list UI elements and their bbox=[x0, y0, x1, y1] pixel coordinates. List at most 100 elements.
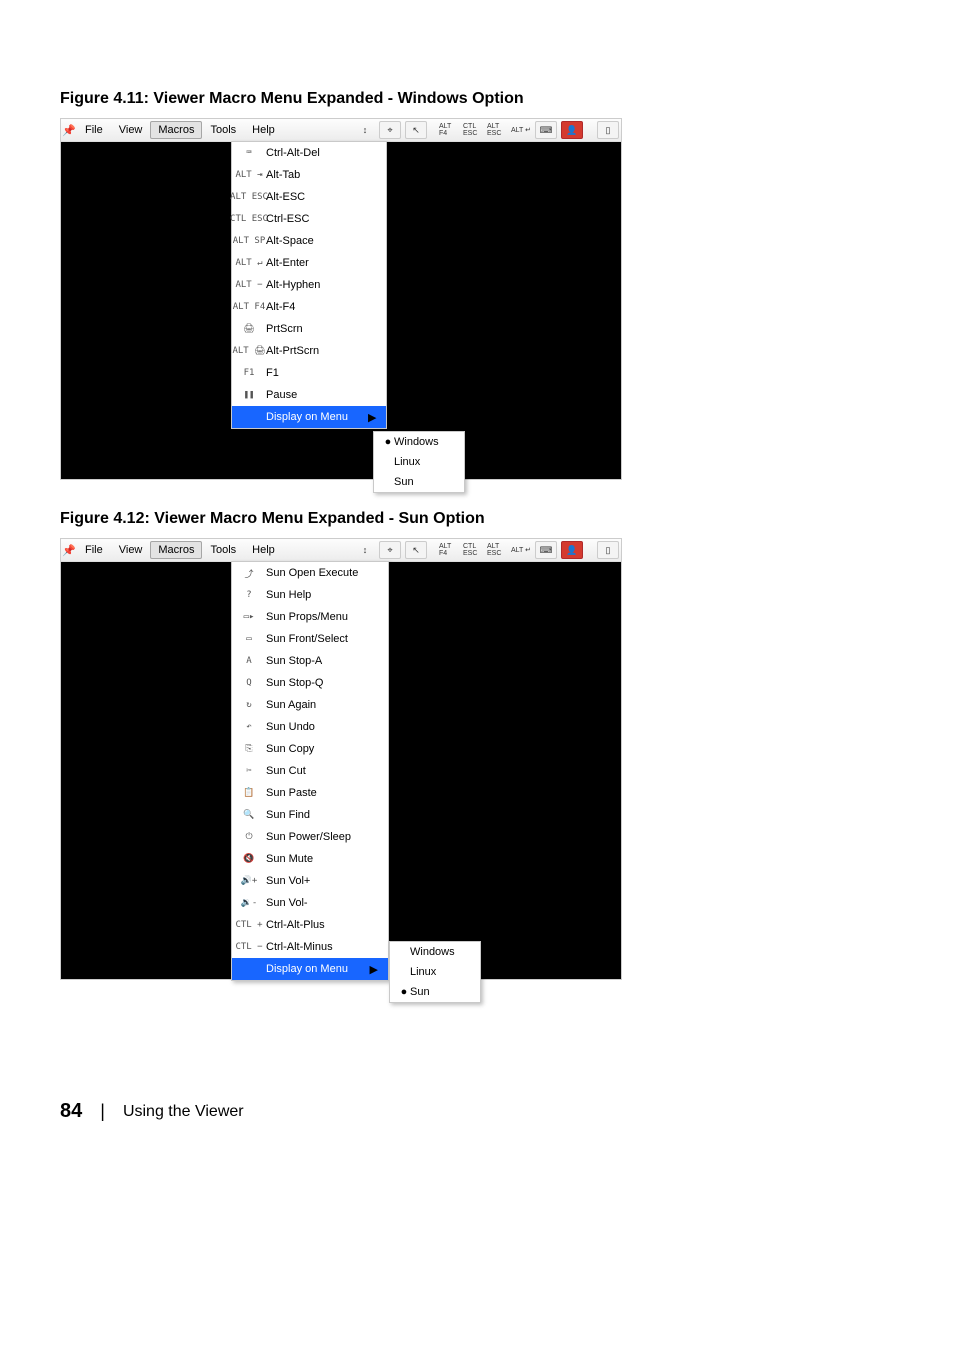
macro-item[interactable]: ↻Sun Again bbox=[232, 694, 388, 716]
submenu-item-windows[interactable]: ●Windows bbox=[374, 432, 464, 452]
toolbar-icon[interactable]: ⌖ bbox=[379, 121, 401, 139]
toolbar-icon[interactable]: ⌨ bbox=[535, 541, 557, 559]
macro-item[interactable]: CTL −Ctrl-Alt-Minus bbox=[232, 936, 388, 958]
submenu-item-linux[interactable]: Linux bbox=[374, 452, 464, 472]
toolbar-icon[interactable]: ALT F4 bbox=[439, 542, 459, 558]
macro-item[interactable]: ASun Stop-A bbox=[232, 650, 388, 672]
macro-item[interactable]: 🔇Sun Mute bbox=[232, 848, 388, 870]
viewer-window: 📌 File View Macros Tools Help ↕ ⌖ ↖ ALT … bbox=[60, 118, 622, 480]
macro-label: Sun Props/Menu bbox=[266, 611, 348, 623]
menu-tools[interactable]: Tools bbox=[202, 541, 244, 559]
macro-item[interactable]: CTL ESCCtrl-ESC bbox=[232, 208, 386, 230]
toolbar-icon[interactable]: ALT ESC bbox=[487, 122, 507, 138]
toolbar-icon[interactable]: ↖ bbox=[405, 541, 427, 559]
macro-item[interactable]: ⎘Sun Copy bbox=[232, 738, 388, 760]
macro-item[interactable]: ✂Sun Cut bbox=[232, 760, 388, 782]
page-footer: 84 | Using the Viewer bbox=[60, 1100, 894, 1123]
menu-macros[interactable]: Macros bbox=[150, 541, 202, 559]
submenu-item-sun[interactable]: ●Sun bbox=[390, 982, 480, 1002]
radio-selected-icon: ● bbox=[382, 436, 394, 448]
macro-item[interactable]: ALT F4Alt-F4 bbox=[232, 296, 386, 318]
toolbar-icon[interactable]: 👤 bbox=[561, 541, 583, 559]
pin-icon[interactable]: 📌 bbox=[61, 124, 77, 137]
macro-icon: 🖨 bbox=[238, 322, 260, 336]
menu-file[interactable]: File bbox=[77, 541, 111, 559]
toolbar-icon[interactable]: ↖ bbox=[405, 121, 427, 139]
blank-icon bbox=[238, 962, 260, 976]
macro-item[interactable]: ALT SPAlt-Space bbox=[232, 230, 386, 252]
macro-item[interactable]: ? Sun Help bbox=[232, 584, 388, 606]
macro-label: Alt-Tab bbox=[266, 169, 300, 181]
toolbar-icon[interactable]: CTL ESC bbox=[463, 122, 483, 138]
section-title: Using the Viewer bbox=[123, 1103, 244, 1121]
menu-file[interactable]: File bbox=[77, 121, 111, 139]
macro-item[interactable]: ALT −Alt-Hyphen bbox=[232, 274, 386, 296]
menu-view[interactable]: View bbox=[111, 541, 151, 559]
macro-item[interactable]: ⤴Sun Open Execute bbox=[232, 562, 388, 584]
toolbar-icon[interactable]: ALT F4 bbox=[439, 122, 459, 138]
macro-item[interactable]: ▭▸Sun Props/Menu bbox=[232, 606, 388, 628]
macro-item[interactable]: ❚❚Pause bbox=[232, 384, 386, 406]
macro-item[interactable]: 🖨PrtScrn bbox=[232, 318, 386, 340]
macro-label: Sun Mute bbox=[266, 853, 313, 865]
macro-item[interactable]: 🔊+Sun Vol+ bbox=[232, 870, 388, 892]
toolbar-icon[interactable]: ⌨ bbox=[535, 121, 557, 139]
macros-dropdown: ⌨Ctrl-Alt-Del ALT ⇥ Alt-Tab ALT ESCAlt-ES… bbox=[231, 141, 387, 429]
toolbar-icon[interactable]: ▯ bbox=[597, 121, 619, 139]
macro-item[interactable]: ALT 🖨Alt-PrtScrn bbox=[232, 340, 386, 362]
toolbar-icon[interactable]: ⌖ bbox=[379, 541, 401, 559]
toolbar-icon[interactable]: 👤 bbox=[561, 121, 583, 139]
macro-item[interactable]: ALT ↵Alt-Enter bbox=[232, 252, 386, 274]
submenu-item-sun[interactable]: Sun bbox=[374, 472, 464, 492]
toolbar-icon[interactable]: ALT ↵ bbox=[511, 542, 531, 558]
display-on-menu-item[interactable]: Display on Menu ▶ bbox=[232, 958, 388, 980]
submenu-arrow-icon: ▶ bbox=[350, 963, 378, 976]
macro-item[interactable]: ↶Sun Undo bbox=[232, 716, 388, 738]
menu-help[interactable]: Help bbox=[244, 121, 283, 139]
macro-icon: ALT ⇥ bbox=[238, 168, 260, 182]
figure-caption: Figure 4.11: Viewer Macro Menu Expanded … bbox=[60, 90, 894, 108]
toolbar-icon[interactable]: ALT ↵ bbox=[511, 122, 531, 138]
menu-view[interactable]: View bbox=[111, 121, 151, 139]
toolbar-icon[interactable]: CTL ESC bbox=[463, 542, 483, 558]
macro-icon: ALT 🖨 bbox=[238, 344, 260, 358]
display-on-menu-item[interactable]: Display on Menu ▶ bbox=[232, 406, 386, 428]
macro-item[interactable]: CTL +Ctrl-Alt-Plus bbox=[232, 914, 388, 936]
macro-item[interactable]: ⏻Sun Power/Sleep bbox=[232, 826, 388, 848]
submenu-item-windows[interactable]: Windows bbox=[390, 942, 480, 962]
submenu-label: Sun bbox=[410, 986, 430, 998]
menu-help[interactable]: Help bbox=[244, 541, 283, 559]
macro-icon: ? bbox=[238, 588, 260, 602]
toolbar-icon[interactable]: ALT ESC bbox=[487, 542, 507, 558]
menu-macros[interactable]: Macros bbox=[150, 121, 202, 139]
macro-item[interactable]: ▭Sun Front/Select bbox=[232, 628, 388, 650]
macro-label: Ctrl-Alt-Del bbox=[266, 147, 320, 159]
macro-label: Sun Help bbox=[266, 589, 311, 601]
macro-item[interactable]: 🔍Sun Find bbox=[232, 804, 388, 826]
macro-item[interactable]: ALT ESCAlt-ESC bbox=[232, 186, 386, 208]
macro-item[interactable]: QSun Stop-Q bbox=[232, 672, 388, 694]
toolbar-icon[interactable]: ▯ bbox=[597, 541, 619, 559]
toolbar-icon[interactable]: ↕ bbox=[355, 542, 375, 558]
toolbar-icon[interactable]: ↕ bbox=[355, 122, 375, 138]
macro-item[interactable]: ALT ⇥ Alt-Tab bbox=[232, 164, 386, 186]
menubar: 📌 File View Macros Tools Help ↕ ⌖ ↖ ALT … bbox=[61, 539, 621, 562]
macro-icon: ALT SP bbox=[238, 234, 260, 248]
radio-selected-icon: ● bbox=[398, 986, 410, 998]
submenu-item-linux[interactable]: Linux bbox=[390, 962, 480, 982]
blank-icon bbox=[238, 410, 260, 424]
macro-item[interactable]: F1F1 bbox=[232, 362, 386, 384]
viewer-window: 📌 File View Macros Tools Help ↕ ⌖ ↖ ALT … bbox=[60, 538, 622, 980]
menu-tools[interactable]: Tools bbox=[202, 121, 244, 139]
macro-icon: ⎘ bbox=[238, 742, 260, 756]
macro-icon: ALT F4 bbox=[238, 300, 260, 314]
display-on-menu-label: Display on Menu bbox=[266, 963, 348, 975]
macro-icon: CTL − bbox=[238, 940, 260, 954]
macro-item[interactable]: ⌨Ctrl-Alt-Del bbox=[232, 142, 386, 164]
macro-item[interactable]: 🔉-Sun Vol- bbox=[232, 892, 388, 914]
macro-label: Alt-Enter bbox=[266, 257, 309, 269]
macro-item[interactable]: 📋Sun Paste bbox=[232, 782, 388, 804]
macro-icon: ALT ESC bbox=[238, 190, 260, 204]
pin-icon[interactable]: 📌 bbox=[61, 544, 77, 557]
macro-label: Sun Stop-Q bbox=[266, 677, 323, 689]
